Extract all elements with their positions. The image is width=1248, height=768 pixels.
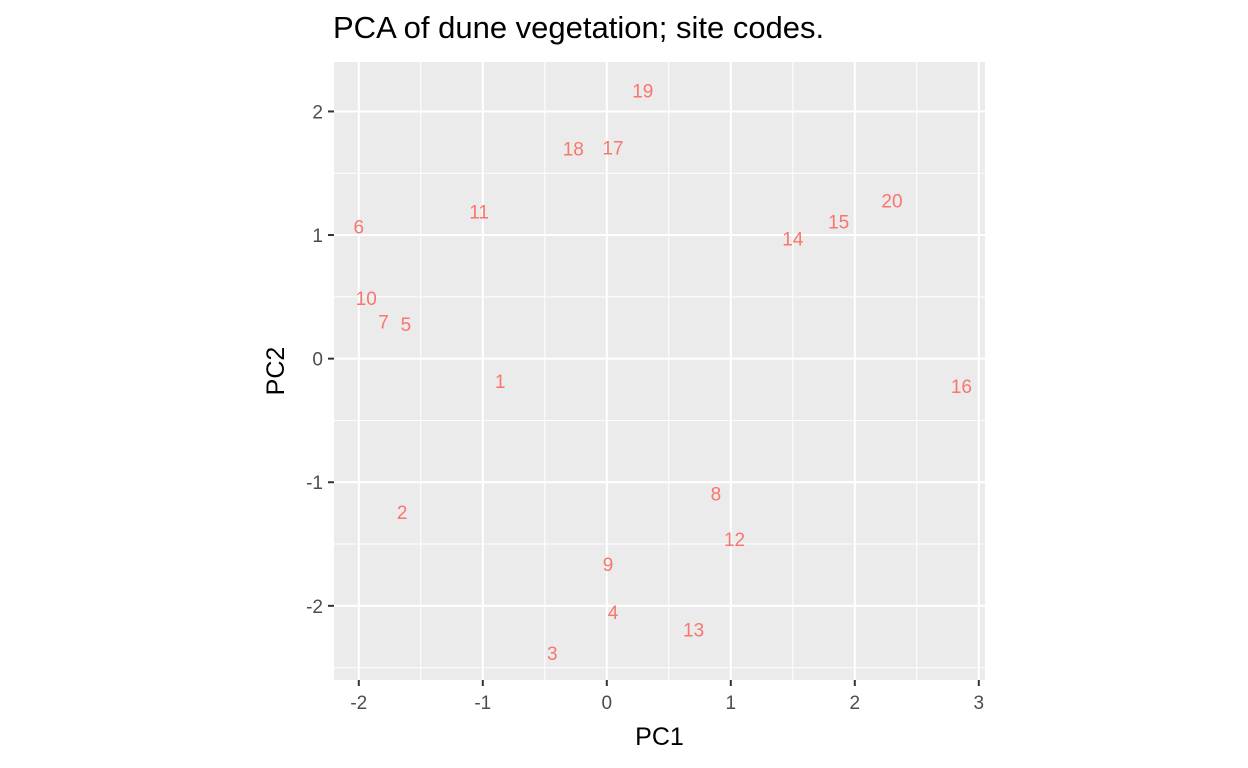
plot-panel [334,62,985,680]
site-label: 11 [469,203,489,224]
site-label: 20 [881,191,902,212]
y-axis-title: PC2 [262,347,290,396]
chart-title: PCA of dune vegetation; site codes. [333,10,825,45]
site-label: 14 [782,230,804,251]
site-label: 3 [547,644,558,665]
y-tick-label: 2 [312,102,323,123]
y-axis: -2 -1 0 1 2 [306,102,334,618]
x-tick-label: 0 [602,693,613,714]
site-label: 13 [683,620,704,641]
site-label: 5 [401,315,412,336]
y-tick-label: 0 [312,350,323,371]
site-label: 4 [608,603,619,624]
x-tick-label: -1 [474,693,491,714]
site-label: 9 [603,555,614,576]
site-label: 18 [563,140,584,161]
x-tick-label: -2 [350,693,367,714]
site-label: 8 [711,484,722,505]
site-label: 17 [602,138,623,159]
x-tick-label: 3 [974,693,985,714]
x-axis: -2 -1 0 1 2 3 [350,680,984,714]
site-label: 15 [828,212,849,233]
grid-minor [334,62,985,680]
site-label: 16 [951,377,972,398]
x-tick-label: 1 [726,693,737,714]
site-label: 2 [397,503,408,524]
site-label: 12 [724,530,745,551]
y-tick-label: -2 [306,597,323,618]
site-label: 1 [495,372,506,393]
site-label: 19 [632,81,653,102]
x-tick-label: 2 [850,693,861,714]
site-label: 6 [354,217,365,238]
grid-major [334,62,985,680]
site-label: 7 [378,313,389,334]
y-tick-label: 1 [312,226,323,247]
site-label: 10 [356,289,377,310]
x-axis-title: PC1 [635,723,684,751]
y-tick-label: -1 [306,473,323,494]
